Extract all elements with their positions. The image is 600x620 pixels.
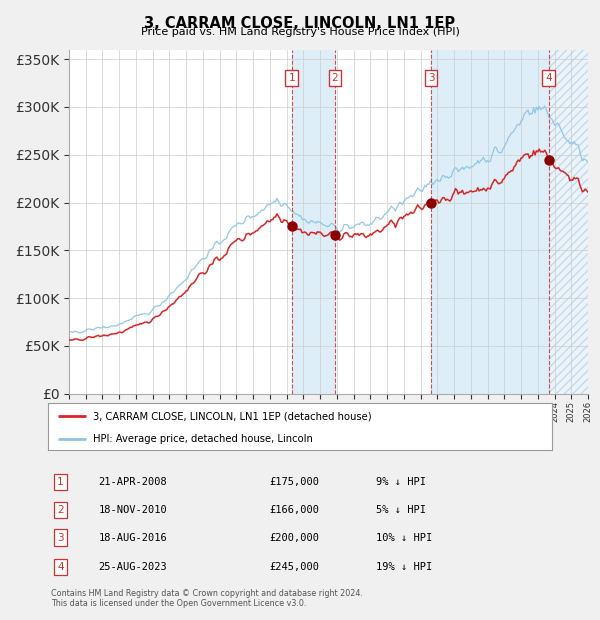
- Text: 3, CARRAM CLOSE, LINCOLN, LN1 1EP (detached house): 3, CARRAM CLOSE, LINCOLN, LN1 1EP (detac…: [94, 411, 372, 421]
- Text: 1: 1: [57, 477, 64, 487]
- Bar: [548, 50, 588, 394]
- Text: 21-APR-2008: 21-APR-2008: [98, 477, 167, 487]
- Text: 18-AUG-2016: 18-AUG-2016: [98, 533, 167, 542]
- Text: 2: 2: [332, 73, 338, 83]
- Text: 3: 3: [428, 73, 434, 83]
- Text: HPI: Average price, detached house, Lincoln: HPI: Average price, detached house, Linc…: [94, 434, 313, 445]
- Bar: [431, 50, 548, 394]
- Text: 2: 2: [57, 505, 64, 515]
- Text: 10% ↓ HPI: 10% ↓ HPI: [376, 533, 432, 542]
- Text: Price paid vs. HM Land Registry's House Price Index (HPI): Price paid vs. HM Land Registry's House …: [140, 27, 460, 37]
- Text: 3, CARRAM CLOSE, LINCOLN, LN1 1EP: 3, CARRAM CLOSE, LINCOLN, LN1 1EP: [145, 16, 455, 30]
- Text: 25-AUG-2023: 25-AUG-2023: [98, 562, 167, 572]
- Text: 3: 3: [57, 533, 64, 542]
- Text: Contains HM Land Registry data © Crown copyright and database right 2024.
This d: Contains HM Land Registry data © Crown c…: [51, 589, 363, 608]
- Text: £245,000: £245,000: [270, 562, 320, 572]
- Text: 1: 1: [289, 73, 295, 83]
- Text: £166,000: £166,000: [270, 505, 320, 515]
- Text: £200,000: £200,000: [270, 533, 320, 542]
- Text: 19% ↓ HPI: 19% ↓ HPI: [376, 562, 432, 572]
- Text: 9% ↓ HPI: 9% ↓ HPI: [376, 477, 425, 487]
- Text: 5% ↓ HPI: 5% ↓ HPI: [376, 505, 425, 515]
- Text: £175,000: £175,000: [270, 477, 320, 487]
- Text: 4: 4: [57, 562, 64, 572]
- Text: 4: 4: [545, 73, 552, 83]
- Bar: [292, 50, 335, 394]
- Text: 18-NOV-2010: 18-NOV-2010: [98, 505, 167, 515]
